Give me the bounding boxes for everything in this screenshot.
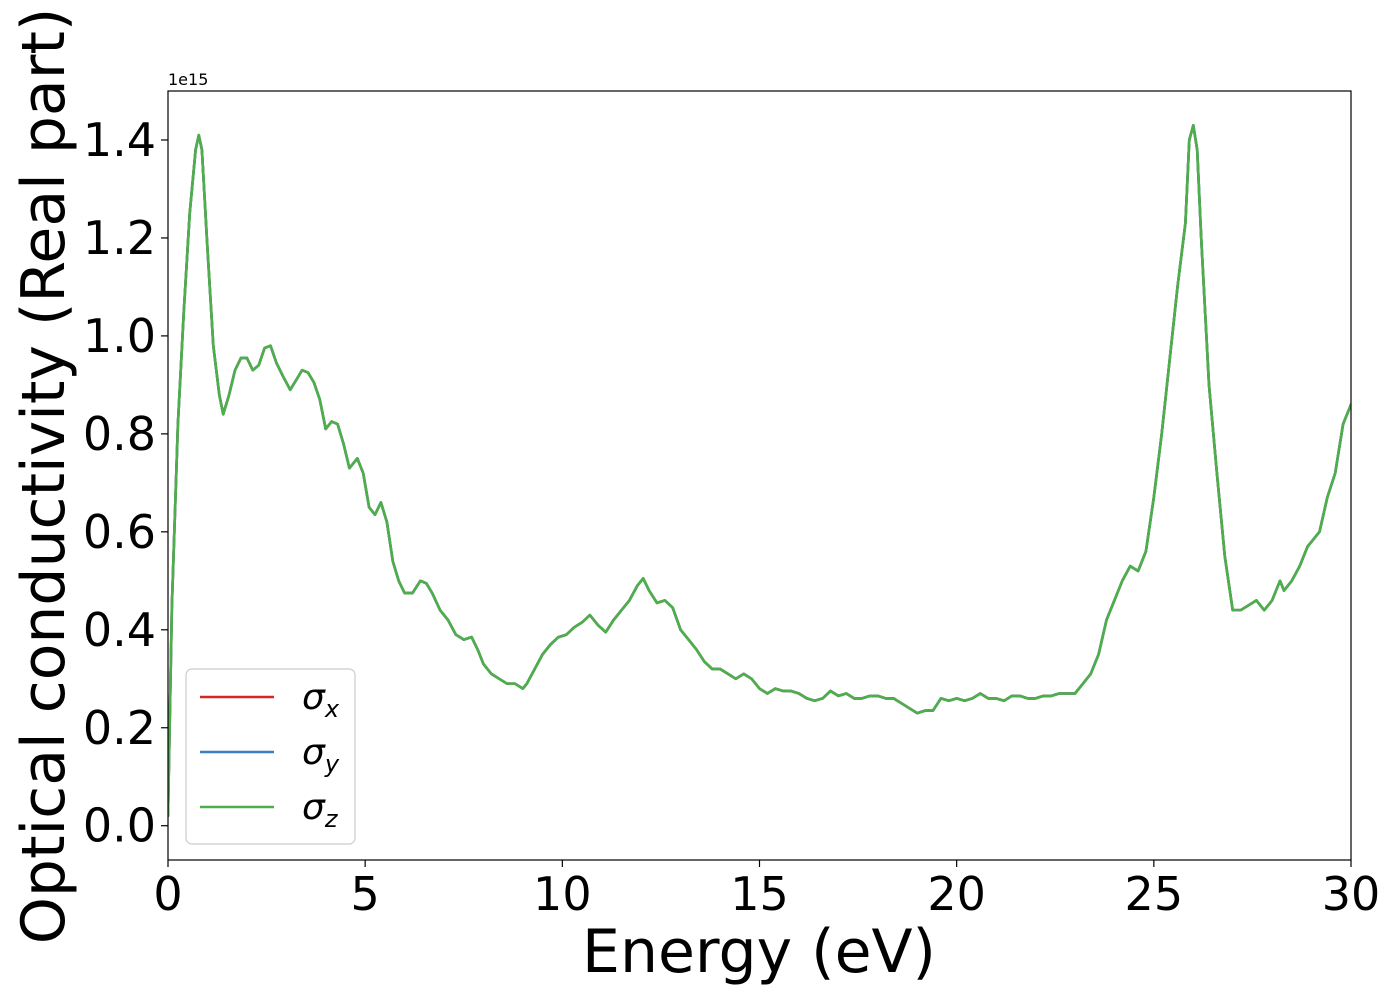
x-tick-label: 5 bbox=[351, 867, 380, 921]
legend-subscript: x bbox=[324, 695, 340, 723]
y-axis-label: Optical conductivity (Real part) bbox=[9, 8, 79, 945]
legend-label-sigma-z: σz bbox=[302, 787, 339, 833]
legend-symbol: σ bbox=[302, 732, 326, 773]
y-tick-label: 1.0 bbox=[83, 309, 156, 363]
y-axis-ticks: 0.0 0.2 0.4 0.6 0.8 1.0 1.2 1.4 bbox=[83, 113, 168, 853]
legend-symbol: σ bbox=[302, 677, 326, 718]
legend-symbol: σ bbox=[302, 787, 326, 828]
x-axis-ticks: 0 5 10 15 20 25 30 bbox=[153, 860, 1380, 921]
y-tick-label: 1.4 bbox=[83, 113, 156, 167]
x-tick-label: 25 bbox=[1125, 867, 1184, 921]
series-layer bbox=[168, 124, 1351, 818]
x-tick-label: 0 bbox=[153, 867, 182, 921]
x-tick-label: 10 bbox=[533, 867, 592, 921]
plot-area bbox=[167, 90, 1352, 861]
series-line-sigma-z bbox=[168, 124, 1351, 818]
legend-subscript: z bbox=[324, 805, 339, 833]
legend-box bbox=[185, 668, 356, 845]
legend-label-sigma-y: σy bbox=[302, 732, 340, 778]
legend-subscript: y bbox=[324, 750, 340, 778]
y-tick-label: 0.4 bbox=[83, 603, 156, 657]
y-tick-label: 0.0 bbox=[83, 799, 156, 853]
x-axis-label: Energy (eV) bbox=[582, 917, 936, 987]
y-offset-text: 1e15 bbox=[168, 70, 208, 89]
x-tick-label: 20 bbox=[927, 867, 986, 921]
y-tick-label: 1.2 bbox=[83, 211, 156, 265]
y-tick-label: 0.2 bbox=[83, 701, 156, 755]
y-tick-label: 0.6 bbox=[83, 505, 156, 559]
legend-label-sigma-x: σx bbox=[302, 677, 340, 723]
x-tick-label: 15 bbox=[730, 867, 789, 921]
x-tick-label: 30 bbox=[1322, 867, 1381, 921]
y-tick-label: 0.8 bbox=[83, 407, 156, 461]
